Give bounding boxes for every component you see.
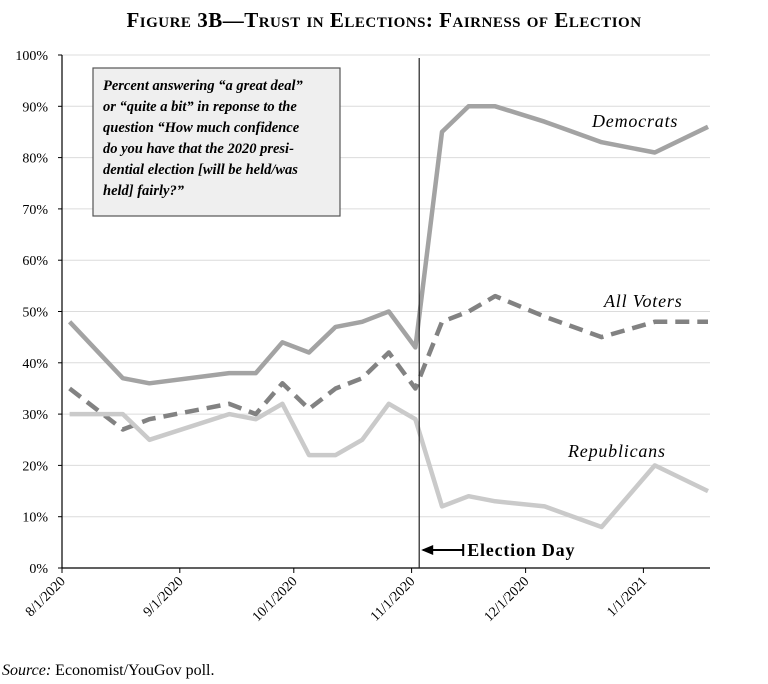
x-axis: 8/1/2020 9/1/2020 10/1/2020 11/1/2020 12/1/2… <box>23 567 710 625</box>
y-tick-label: 50% <box>22 306 48 321</box>
x-tick-label: 8/1/2020 <box>23 574 69 620</box>
series-line-democrats <box>67 104 709 386</box>
y-tick-label: 10% <box>22 511 48 526</box>
series-line-all-voters <box>68 293 708 432</box>
y-axis: 0% 10% 20% 30% 40% 50% 60% 70% 80% 90% 100% <box>15 49 63 577</box>
y-tick-label: 100% <box>15 49 48 64</box>
arrow-left-icon <box>421 545 434 555</box>
series-label: All Voters <box>603 291 683 311</box>
y-tick-label: 60% <box>22 254 48 269</box>
election-day-label: Election Day <box>467 540 575 560</box>
election-day-marker: Election Day <box>418 58 575 568</box>
annotation-line: dential election [will be held/was <box>103 162 298 178</box>
x-tick-label: 10/1/2020 <box>250 574 301 625</box>
series-line-republicans <box>69 401 709 530</box>
annotation-line: held] fairly?” <box>103 183 185 199</box>
y-tick-label: 0% <box>29 562 48 577</box>
x-tick-label: 1/1/2021 <box>604 574 650 620</box>
series-label: Republicans <box>567 441 666 461</box>
y-tick-label: 30% <box>22 408 48 423</box>
annotation-line: or “quite a bit” in reponse to the <box>103 99 297 115</box>
source-note: Source: Economist/YouGov poll. <box>2 662 214 679</box>
x-tick-label: 11/1/2020 <box>368 574 418 624</box>
y-tick-label: 40% <box>22 357 48 372</box>
annotation-line: do you have that the 2020 presi- <box>103 141 294 157</box>
annotation-line: question “How much confidence <box>103 120 300 136</box>
x-tick-label: 12/1/2020 <box>482 574 533 625</box>
source-text: Economist/YouGov poll. <box>55 662 214 679</box>
y-tick-label: 80% <box>22 152 48 167</box>
annotation-line: Percent answering “a great deal” <box>103 78 304 94</box>
y-tick-label: 90% <box>22 100 48 115</box>
annotation-box: Percent answering “a great deal” or “quit… <box>92 67 341 217</box>
source-label: Source: <box>2 662 51 679</box>
chart-title: Figure 3B—Trust in Elections: Fairness o… <box>126 8 641 32</box>
y-tick-label: 70% <box>22 203 48 218</box>
y-tick-label: 20% <box>22 459 48 474</box>
series-label: Democrats <box>591 111 678 131</box>
series-lines <box>67 104 709 530</box>
x-tick-label: 9/1/2020 <box>141 574 187 620</box>
